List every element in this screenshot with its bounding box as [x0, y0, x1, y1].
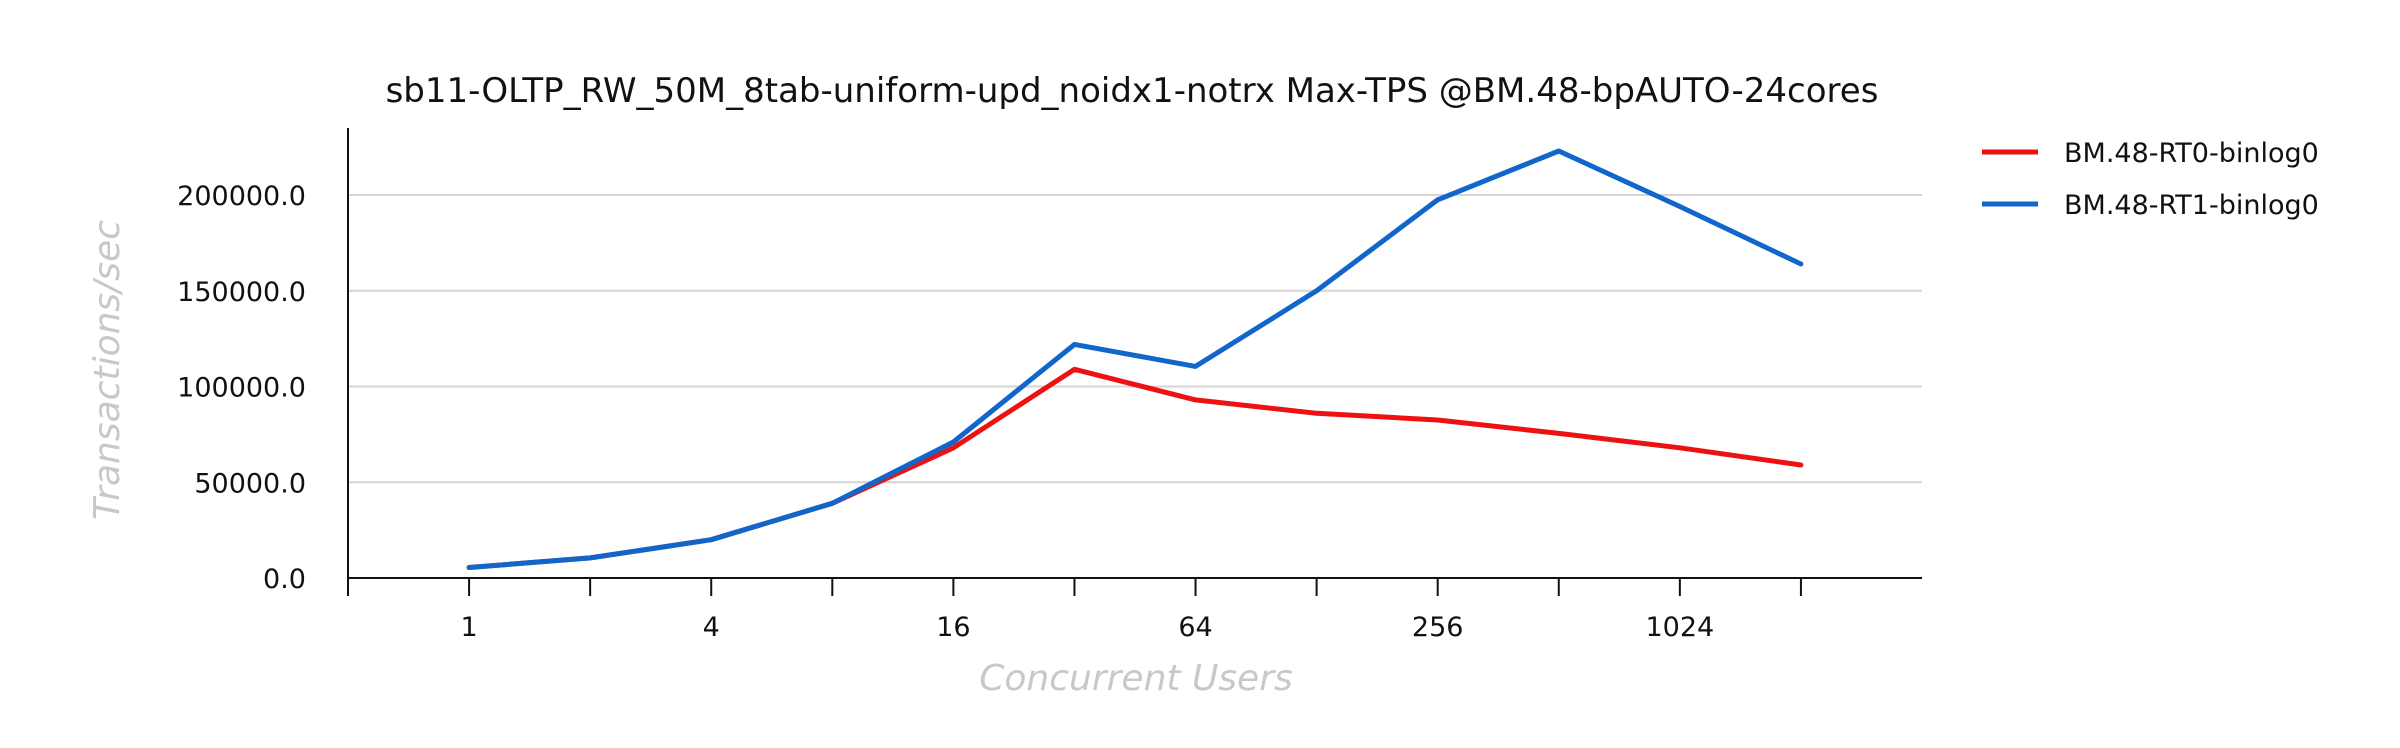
legend-label-1: BM.48-RT0-binlog0 [2064, 138, 2319, 169]
y-tick-label: 0.0 [263, 564, 306, 595]
grid-lines [348, 194, 1922, 484]
x-tick-label: 256 [1412, 612, 1464, 643]
x-tick-labels: 1 4 16 64 256 1024 [460, 612, 1714, 643]
y-tick-labels: 0.0 50000.0 100000.0 150000.0 200000.0 [177, 181, 306, 595]
x-tick-label: 16 [936, 612, 970, 643]
series-line-1 [466, 366, 1804, 570]
chart-title: sb11-OLTP_RW_50M_8tab-uniform-upd_noidx1… [386, 71, 1879, 111]
y-tick-label: 200000.0 [177, 181, 306, 212]
y-tick-label: 100000.0 [177, 373, 306, 404]
legend-label-2: BM.48-RT1-binlog0 [2064, 190, 2319, 221]
y-tick-label: 50000.0 [194, 468, 306, 499]
series-lines [466, 148, 1804, 570]
x-tick-label: 4 [703, 612, 720, 643]
axes [347, 128, 1922, 596]
x-tick-label: 1024 [1645, 612, 1714, 643]
x-axis-label: Concurrent Users [979, 658, 1293, 699]
x-tick-label: 1 [460, 612, 477, 643]
y-axis-label: Transactions/sec [87, 220, 128, 520]
legend: BM.48-RT0-binlog0 BM.48-RT1-binlog0 [1982, 138, 2319, 221]
y-tick-label: 150000.0 [177, 277, 306, 308]
series-line-2 [466, 148, 1804, 570]
x-tick-label: 64 [1178, 612, 1212, 643]
